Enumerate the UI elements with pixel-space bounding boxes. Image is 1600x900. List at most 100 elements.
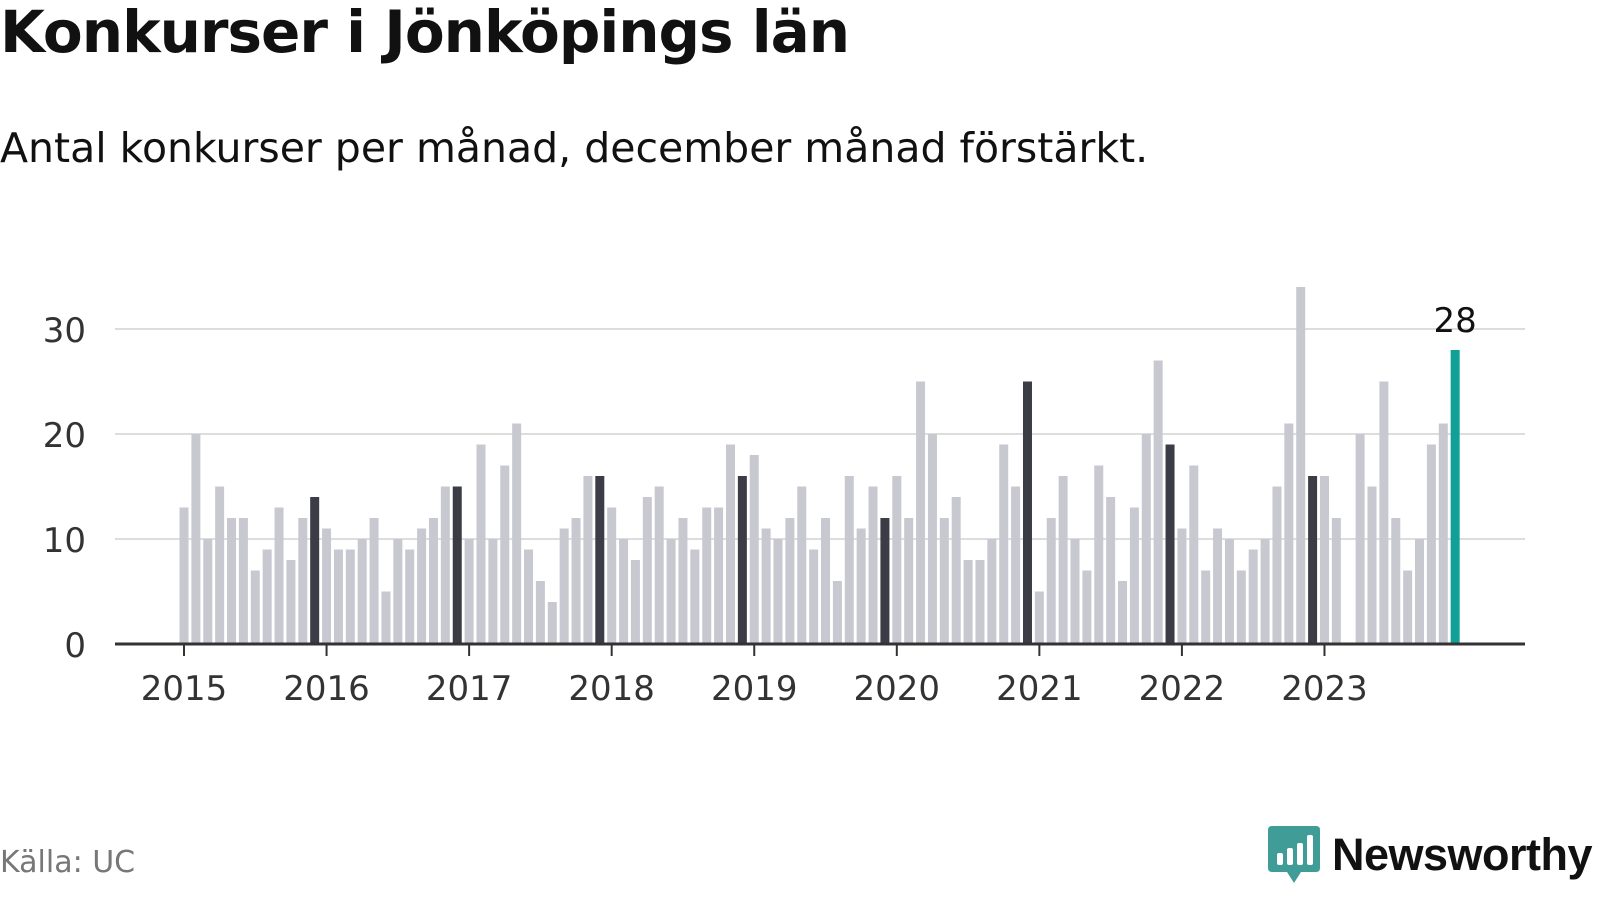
bar: [1129, 507, 1139, 644]
bar: [1355, 434, 1365, 644]
y-tick-label: 0: [64, 626, 86, 666]
bar: [488, 539, 498, 644]
bar: [1046, 518, 1056, 644]
bar: [785, 518, 795, 644]
bar: [666, 539, 676, 644]
bar: [381, 591, 391, 644]
brand-logo: Newsworthy: [1268, 826, 1593, 884]
bar: [797, 486, 807, 644]
bar: [916, 381, 926, 644]
bar: [1141, 434, 1151, 644]
x-tick-label: 2018: [568, 669, 655, 709]
bar: [619, 539, 629, 644]
newsworthy-bar-chart-icon: [1268, 826, 1320, 883]
bar: [773, 539, 783, 644]
bar: [428, 518, 438, 644]
bar: [714, 507, 724, 644]
bar: [191, 434, 201, 644]
bar: [927, 434, 937, 644]
bar: [250, 570, 260, 644]
bar: [203, 539, 213, 644]
bar: [1438, 423, 1448, 644]
bar: [464, 539, 474, 644]
x-tick-label: 2015: [141, 669, 228, 709]
x-tick-label: 2021: [996, 669, 1083, 709]
bar: [1094, 465, 1104, 644]
x-tick-labels: 2015 2016 2017 2018 2019 2020 2021 2022 2023: [141, 644, 1368, 709]
bar: [417, 528, 427, 644]
bar: [500, 465, 510, 644]
latest-bar: [1450, 350, 1460, 644]
bar: [1415, 539, 1425, 644]
chart-subtitle: Antal konkurser per månad, december måna…: [0, 124, 1149, 172]
bar: [1403, 570, 1413, 644]
bar: [1284, 423, 1294, 644]
x-tick-label: 2020: [854, 669, 941, 709]
bar: [345, 549, 355, 644]
brand-name: Newsworthy: [1332, 829, 1593, 880]
bar: [1070, 539, 1080, 644]
bar: [215, 486, 225, 644]
source-note: Källa: UC: [0, 845, 136, 880]
bar: [832, 581, 842, 644]
y-tick-label: 10: [43, 521, 86, 561]
bar: [1224, 539, 1234, 644]
bar: [1367, 486, 1377, 644]
december-bar: [737, 476, 747, 644]
december-bar: [880, 518, 890, 644]
bar: [571, 518, 581, 644]
bar: [476, 444, 486, 644]
bar: [547, 602, 557, 644]
bar: [963, 560, 973, 644]
bar: [524, 549, 534, 644]
bar: [1153, 360, 1163, 644]
bar: [951, 497, 961, 644]
bar: [333, 549, 343, 644]
bar: [892, 476, 902, 644]
bar: [702, 507, 712, 644]
bar: [1331, 518, 1341, 644]
december-bar: [1165, 444, 1175, 644]
bar: [322, 528, 332, 644]
december-bar: [1022, 381, 1032, 644]
bar: [809, 549, 819, 644]
bar: [227, 518, 237, 644]
bar: [357, 539, 367, 644]
bar: [1426, 444, 1436, 644]
bar: [1034, 591, 1044, 644]
bars: [179, 287, 1460, 644]
bar: [1260, 539, 1270, 644]
bar: [678, 518, 688, 644]
bar: [405, 549, 415, 644]
bar: [939, 518, 949, 644]
bar: [844, 476, 854, 644]
bar: [179, 507, 189, 644]
bar: [1011, 486, 1021, 644]
december-bar: [595, 476, 605, 644]
bar: [987, 539, 997, 644]
bar: [369, 518, 379, 644]
bar: [642, 497, 652, 644]
bar: [238, 518, 248, 644]
bar: [298, 518, 308, 644]
bar: [1058, 476, 1068, 644]
bar: [761, 528, 771, 644]
bar: [999, 444, 1009, 644]
bar: [1082, 570, 1092, 644]
bar: [1248, 549, 1258, 644]
latest-value-label: 28: [1434, 301, 1477, 341]
bar: [1296, 287, 1306, 644]
december-bar: [452, 486, 462, 644]
y-tick-labels: 0 10 20 30: [43, 311, 86, 666]
bar: [262, 549, 272, 644]
bar: [1177, 528, 1187, 644]
chart-title: Konkurser i Jönköpings län: [0, 0, 850, 66]
x-tick-label: 2019: [711, 669, 798, 709]
x-tick-label: 2023: [1281, 669, 1368, 709]
bar: [975, 560, 985, 644]
bar: [690, 549, 700, 644]
bar: [1391, 518, 1401, 644]
bar: [559, 528, 569, 644]
x-tick-label: 2016: [283, 669, 370, 709]
